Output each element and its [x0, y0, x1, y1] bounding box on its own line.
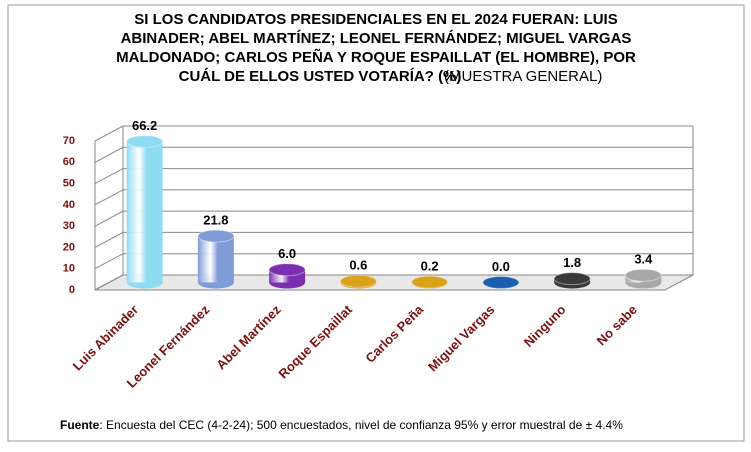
- value-label: 66.2: [132, 118, 157, 133]
- value-label: 0.6: [349, 258, 367, 273]
- y-tick-label: 10: [63, 263, 75, 275]
- bar: [197, 236, 234, 283]
- source-text: : Encuesta del CEC (4-2-24); 500 encuest…: [99, 418, 623, 432]
- floor: [94, 274, 694, 291]
- y-tick-label: 70: [63, 135, 75, 147]
- grid-line: [94, 210, 693, 227]
- y-tick-label: 30: [63, 220, 75, 232]
- y-tick-label: 60: [63, 156, 75, 168]
- chart-subtitle: (MUESTRA GENERAL): [444, 68, 602, 85]
- chart-title: ABINADER; ABEL MARTÍNEZ; LEONEL FERNÁNDE…: [121, 30, 632, 47]
- grid-line: [94, 125, 693, 142]
- value-label: 3.4: [634, 252, 653, 267]
- y-tick-label: 20: [63, 241, 75, 253]
- grid-line: [94, 231, 693, 248]
- y-tick-label: 50: [63, 177, 75, 189]
- bar-top: [268, 263, 306, 277]
- grid-line: [94, 189, 693, 206]
- grid-line: [94, 253, 693, 270]
- grid-line: [94, 274, 693, 291]
- grid-line: [94, 168, 693, 185]
- value-label: 0.0: [492, 259, 510, 274]
- chart-title: SI LOS CANDIDATOS PRESIDENCIALES EN EL 2…: [134, 11, 617, 28]
- bar: [126, 141, 163, 283]
- source-label: Fuente: [60, 418, 100, 432]
- chart-title: MALDONADO; CARLOS PEÑA Y ROQUE ESPAILLAT…: [116, 48, 636, 66]
- bar-top: [553, 272, 591, 286]
- grid-line: [94, 146, 693, 163]
- bar-top: [624, 268, 662, 282]
- y-tick-label: 0: [69, 284, 75, 296]
- bar-top: [339, 274, 377, 288]
- chart-title: CUÁL DE ELLOS USTED VOTARÍA? (%): [179, 68, 462, 85]
- bar-top: [482, 276, 520, 289]
- bar-top: [411, 275, 449, 289]
- y-tick-label: 40: [63, 199, 75, 211]
- bar-top: [126, 135, 164, 149]
- value-label: 0.2: [421, 259, 439, 274]
- value-label: 6.0: [278, 246, 296, 261]
- bar-top: [197, 229, 235, 243]
- value-label: 21.8: [203, 213, 228, 228]
- value-label: 1.8: [563, 255, 581, 270]
